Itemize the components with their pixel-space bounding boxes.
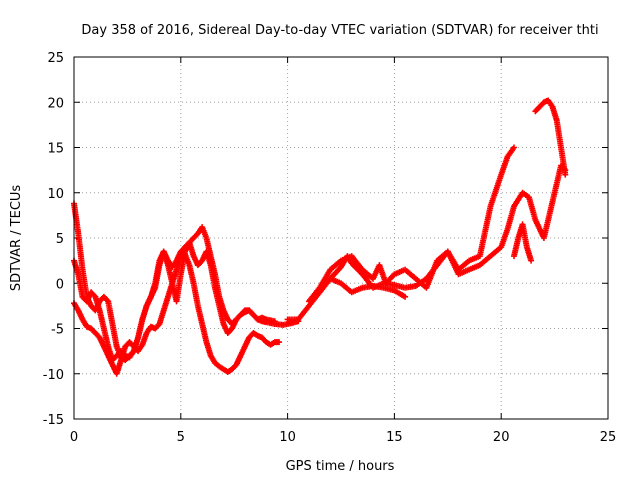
y-tick-label: 10 [47,187,64,202]
data-series [511,221,535,264]
data-points [71,97,569,377]
data-series [305,144,518,305]
y-axis-label: SDTVAR / TECUs [9,185,24,292]
x-tick-label: 10 [279,430,296,445]
x-axis-label: GPS time / hours [286,459,395,474]
y-tick-label: 5 [56,232,64,247]
data-point [511,144,518,151]
data-point [276,339,283,346]
data-point [104,297,111,304]
x-tick-label: 15 [386,430,403,445]
x-tick-label: 5 [177,430,185,445]
x-tick-label: 0 [70,430,78,445]
y-tick-label: 0 [56,277,64,292]
data-series [327,275,409,300]
y-tick-label: 15 [47,142,64,157]
y-tick-label: 20 [47,96,64,111]
y-tick-label: -5 [51,323,64,338]
data-series [71,239,278,364]
y-tick-label: -15 [43,413,64,428]
y-tick-label: 25 [47,51,64,66]
data-point [562,171,569,178]
data-point [271,318,278,325]
x-tick-label: 25 [600,430,617,445]
chart-title: Day 358 of 2016, Sidereal Day-to-day VTE… [81,23,598,38]
data-point [402,293,409,300]
plot-frame [73,56,609,420]
data-point [528,257,535,264]
y-tick-label: -10 [43,368,64,383]
data-series [71,251,283,377]
x-tick-label: 20 [493,430,510,445]
axis-ticks: 0 5 10 15 20 25 -15 -10 -5 0 5 10 15 20 25 [43,51,617,445]
data-series [532,97,569,178]
